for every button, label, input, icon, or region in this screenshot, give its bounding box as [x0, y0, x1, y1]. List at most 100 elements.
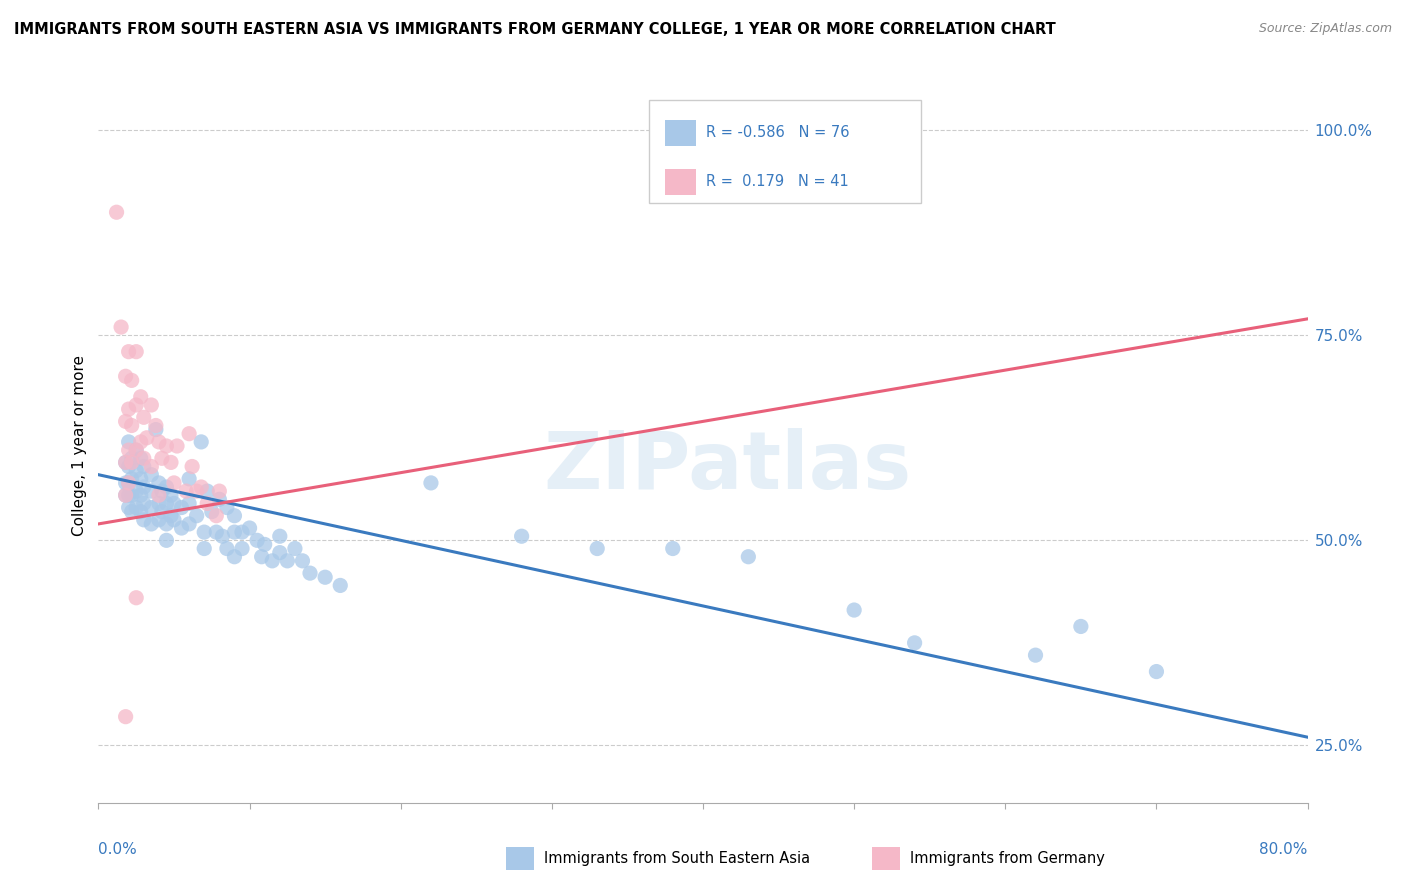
Point [129, 488, 152, 502]
Point [231, 525, 253, 540]
Point [844, 603, 866, 617]
Point [129, 434, 152, 449]
Point [132, 480, 155, 494]
Point [205, 508, 228, 523]
Point [276, 554, 298, 568]
Point [114, 414, 136, 428]
Point [129, 451, 152, 466]
Text: Source: ZipAtlas.com: Source: ZipAtlas.com [1258, 22, 1392, 36]
Point [253, 537, 276, 551]
Point [114, 475, 136, 490]
Point [155, 439, 177, 453]
Text: ZIPatlas: ZIPatlas [543, 428, 911, 507]
Point [179, 426, 201, 441]
Point [291, 554, 314, 568]
Point [132, 496, 155, 510]
Point [148, 513, 170, 527]
Point [105, 205, 128, 219]
Text: 80.0%: 80.0% [1260, 842, 1308, 857]
Point [125, 591, 148, 605]
Point [118, 443, 141, 458]
Point [121, 505, 143, 519]
Point [179, 472, 201, 486]
Point [129, 505, 152, 519]
Point [132, 513, 155, 527]
Point [125, 344, 148, 359]
Point [145, 423, 167, 437]
Point [148, 496, 170, 510]
Point [125, 443, 148, 458]
Point [586, 541, 609, 556]
Point [231, 541, 253, 556]
Point [148, 434, 170, 449]
Point [420, 475, 443, 490]
Point [118, 475, 141, 490]
Point [129, 390, 152, 404]
Point [121, 418, 143, 433]
Text: 0.0%: 0.0% [98, 842, 138, 857]
Point [163, 496, 186, 510]
Point [148, 488, 170, 502]
Point [132, 451, 155, 466]
Point [141, 459, 163, 474]
Point [135, 431, 157, 445]
Point [174, 484, 197, 499]
Point [250, 549, 273, 564]
Point [299, 566, 322, 581]
Point [118, 475, 141, 490]
Point [163, 513, 186, 527]
Text: R =  0.179   N = 41: R = 0.179 N = 41 [706, 175, 849, 189]
Point [121, 472, 143, 486]
Point [114, 455, 136, 469]
Point [193, 541, 215, 556]
Point [1070, 619, 1092, 633]
Point [262, 554, 284, 568]
Point [1144, 665, 1167, 679]
Point [737, 549, 759, 564]
Point [118, 344, 141, 359]
Point [125, 484, 148, 499]
Point [114, 488, 136, 502]
Point [269, 529, 291, 543]
Point [211, 529, 233, 543]
Point [141, 398, 163, 412]
Point [215, 541, 238, 556]
Point [193, 525, 215, 540]
Text: IMMIGRANTS FROM SOUTH EASTERN ASIA VS IMMIGRANTS FROM GERMANY COLLEGE, 1 YEAR OR: IMMIGRANTS FROM SOUTH EASTERN ASIA VS IM… [14, 22, 1056, 37]
Point [155, 496, 177, 510]
Point [195, 484, 218, 499]
Point [121, 373, 143, 387]
Point [118, 488, 141, 502]
Point [179, 496, 201, 510]
Text: Immigrants from Germany: Immigrants from Germany [910, 851, 1105, 866]
Point [163, 475, 186, 490]
Point [150, 451, 173, 466]
Point [224, 508, 246, 523]
Point [132, 459, 155, 474]
Point [118, 434, 141, 449]
Point [125, 398, 148, 412]
Point [181, 459, 204, 474]
Point [904, 636, 927, 650]
Point [114, 488, 136, 502]
Point [155, 516, 177, 531]
Point [329, 578, 352, 592]
Point [141, 516, 163, 531]
Point [160, 455, 183, 469]
Point [186, 484, 208, 499]
Point [121, 488, 143, 502]
Point [114, 369, 136, 384]
Point [141, 467, 163, 482]
Point [125, 464, 148, 478]
Point [150, 484, 173, 499]
Point [150, 505, 173, 519]
Point [208, 492, 231, 507]
Point [215, 500, 238, 515]
Point [125, 500, 148, 515]
Point [132, 410, 155, 425]
Point [110, 320, 132, 334]
Point [314, 570, 336, 584]
Point [160, 488, 183, 502]
Point [114, 709, 136, 723]
Point [125, 443, 148, 458]
